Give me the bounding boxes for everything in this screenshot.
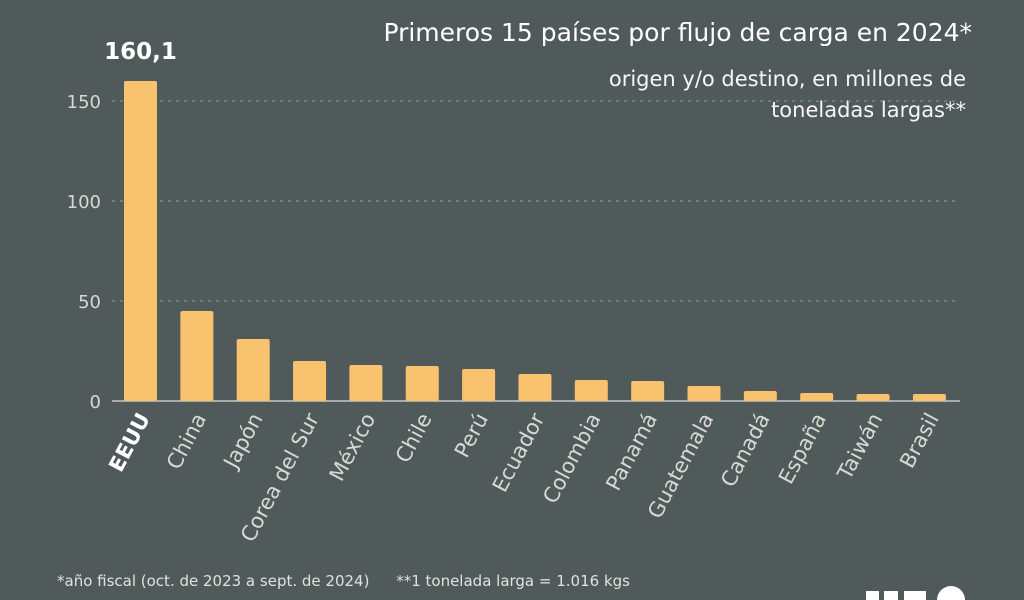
x-category-label-ecuador: Ecuador xyxy=(488,409,550,496)
chart-title: Primeros 15 países por flujo de carga en… xyxy=(383,18,972,47)
bar-chile xyxy=(405,366,439,401)
x-category-label-canadá: Canadá xyxy=(716,409,775,491)
x-category-label-brasil: Brasil xyxy=(895,409,944,472)
x-category-label-méxico: México xyxy=(325,409,381,485)
y-tick-label-50: 50 xyxy=(78,292,101,313)
fiscal-year-footnote: *año fiscal (oct. de 2023 a sept. de 202… xyxy=(57,572,370,590)
x-category-label-eeuu: EEUU xyxy=(104,409,155,476)
bar-colombia xyxy=(574,380,608,401)
bar-japón xyxy=(236,339,270,401)
chart-subtitle: origen y/o destino, en millones de tonel… xyxy=(608,67,966,122)
bar-brasil xyxy=(912,394,946,401)
bar-panamá xyxy=(631,381,665,401)
x-category-label-perú: Perú xyxy=(450,409,493,462)
bar-ecuador xyxy=(518,374,552,401)
y-tick-label-0: 0 xyxy=(90,392,101,413)
x-category-label-japón: Japón xyxy=(218,409,268,474)
y-tick-label-100: 100 xyxy=(67,192,101,213)
bar-guatemala xyxy=(687,386,721,401)
bar-perú xyxy=(462,369,496,401)
x-category-label-españa: España xyxy=(774,409,831,488)
y-tick-label-150: 150 xyxy=(67,92,101,113)
afp-logo-icon xyxy=(866,586,965,600)
bar-china xyxy=(180,311,214,401)
unit-footnote: **1 tonelada larga = 1.016 kgs xyxy=(396,572,630,590)
bar-méxico xyxy=(349,365,383,401)
bar-canadá xyxy=(743,391,777,401)
bar-eeuu xyxy=(124,81,157,401)
data-label-eeuu: 160,1 xyxy=(104,39,177,65)
x-category-label-chile: Chile xyxy=(391,409,437,467)
x-category-label-taiwán: Taiwán xyxy=(832,409,887,484)
x-category-label-colombia: Colombia xyxy=(538,409,606,507)
bar-taiwán xyxy=(856,394,890,401)
x-category-label-china: China xyxy=(162,409,211,473)
bar-corea-del-sur xyxy=(293,361,327,401)
bar-españa xyxy=(800,393,834,401)
x-category-label-panamá: Panamá xyxy=(601,409,662,495)
footnotes: *año fiscal (oct. de 2023 a sept. de 202… xyxy=(57,572,630,590)
